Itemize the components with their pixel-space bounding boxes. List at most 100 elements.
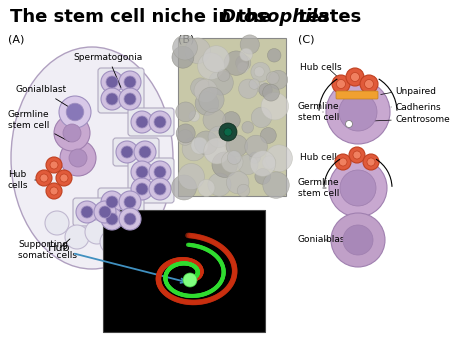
Circle shape bbox=[66, 103, 84, 121]
FancyBboxPatch shape bbox=[73, 198, 119, 226]
Circle shape bbox=[176, 102, 195, 122]
Circle shape bbox=[266, 145, 292, 172]
Circle shape bbox=[251, 107, 272, 127]
Circle shape bbox=[106, 196, 118, 208]
Circle shape bbox=[131, 161, 153, 183]
Circle shape bbox=[198, 179, 215, 196]
Ellipse shape bbox=[11, 47, 173, 269]
Circle shape bbox=[177, 130, 193, 145]
Circle shape bbox=[262, 156, 276, 169]
Circle shape bbox=[121, 146, 133, 158]
Circle shape bbox=[124, 76, 136, 88]
Circle shape bbox=[191, 137, 208, 154]
Circle shape bbox=[266, 72, 279, 84]
Circle shape bbox=[235, 55, 251, 71]
Circle shape bbox=[257, 82, 269, 94]
Text: Spermatogonia: Spermatogonia bbox=[73, 52, 143, 88]
Circle shape bbox=[237, 184, 250, 197]
Circle shape bbox=[203, 46, 230, 72]
Circle shape bbox=[136, 166, 148, 178]
Text: Drosophila: Drosophila bbox=[221, 8, 330, 26]
Circle shape bbox=[198, 53, 225, 79]
Circle shape bbox=[346, 121, 352, 127]
Circle shape bbox=[176, 124, 195, 143]
Text: Germline
stem cell: Germline stem cell bbox=[8, 110, 70, 142]
Circle shape bbox=[254, 67, 264, 77]
Circle shape bbox=[50, 161, 58, 169]
Circle shape bbox=[85, 220, 109, 244]
Circle shape bbox=[40, 174, 48, 182]
Circle shape bbox=[339, 158, 347, 166]
Circle shape bbox=[360, 75, 378, 93]
Circle shape bbox=[45, 211, 69, 235]
Circle shape bbox=[224, 51, 248, 75]
Circle shape bbox=[340, 170, 376, 206]
Circle shape bbox=[119, 71, 141, 93]
Circle shape bbox=[240, 35, 259, 54]
Circle shape bbox=[367, 158, 375, 166]
Circle shape bbox=[154, 183, 166, 195]
Circle shape bbox=[189, 111, 199, 122]
Circle shape bbox=[218, 69, 230, 81]
Circle shape bbox=[346, 68, 364, 86]
Circle shape bbox=[69, 149, 87, 167]
Circle shape bbox=[119, 191, 141, 213]
Text: (C): (C) bbox=[298, 35, 315, 45]
Text: (B): (B) bbox=[178, 35, 194, 45]
Circle shape bbox=[337, 79, 346, 89]
Circle shape bbox=[36, 170, 52, 186]
Circle shape bbox=[240, 48, 252, 61]
Circle shape bbox=[76, 201, 98, 223]
Circle shape bbox=[208, 126, 230, 148]
Circle shape bbox=[263, 84, 279, 101]
Circle shape bbox=[183, 273, 197, 287]
Circle shape bbox=[364, 79, 373, 89]
Circle shape bbox=[94, 201, 116, 223]
Circle shape bbox=[251, 62, 270, 81]
Circle shape bbox=[63, 124, 81, 142]
Text: Hub cells: Hub cells bbox=[300, 153, 342, 163]
Circle shape bbox=[124, 213, 136, 225]
Circle shape bbox=[331, 213, 385, 267]
Circle shape bbox=[56, 170, 72, 186]
Circle shape bbox=[139, 146, 151, 158]
Circle shape bbox=[343, 225, 373, 255]
Circle shape bbox=[238, 154, 258, 175]
Circle shape bbox=[224, 128, 232, 136]
Circle shape bbox=[191, 78, 210, 97]
Text: Unpaired: Unpaired bbox=[395, 88, 436, 97]
Text: Hub: Hub bbox=[48, 243, 71, 253]
Circle shape bbox=[182, 137, 206, 161]
Circle shape bbox=[101, 88, 123, 110]
Circle shape bbox=[238, 79, 258, 98]
Circle shape bbox=[101, 208, 123, 230]
Circle shape bbox=[54, 115, 90, 151]
Circle shape bbox=[221, 151, 243, 173]
Bar bbox=[103, 210, 265, 332]
Bar bbox=[178, 38, 286, 196]
FancyBboxPatch shape bbox=[98, 68, 144, 113]
Circle shape bbox=[136, 116, 148, 128]
Circle shape bbox=[226, 171, 249, 194]
Circle shape bbox=[269, 70, 288, 89]
Text: testes: testes bbox=[292, 8, 361, 26]
Circle shape bbox=[173, 35, 198, 60]
Circle shape bbox=[353, 151, 361, 159]
Circle shape bbox=[259, 83, 272, 97]
Circle shape bbox=[245, 135, 267, 158]
Circle shape bbox=[134, 141, 156, 163]
Circle shape bbox=[99, 206, 111, 218]
Circle shape bbox=[119, 88, 141, 110]
Circle shape bbox=[81, 206, 93, 218]
Circle shape bbox=[194, 79, 217, 102]
Circle shape bbox=[149, 178, 171, 200]
Circle shape bbox=[227, 150, 241, 165]
Circle shape bbox=[101, 191, 123, 213]
Circle shape bbox=[329, 159, 387, 217]
Circle shape bbox=[351, 72, 360, 81]
Circle shape bbox=[46, 157, 62, 173]
Circle shape bbox=[199, 87, 224, 113]
Circle shape bbox=[204, 141, 225, 162]
Circle shape bbox=[116, 141, 138, 163]
Circle shape bbox=[267, 49, 281, 62]
